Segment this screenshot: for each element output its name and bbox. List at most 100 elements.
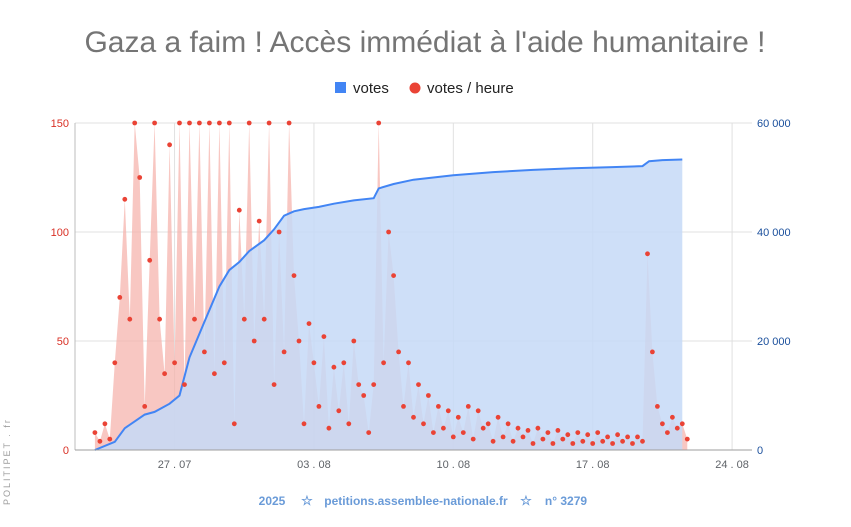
votes-per-hour-point (366, 430, 372, 435)
votes-per-hour-point (674, 425, 680, 431)
votes-per-hour-point (480, 425, 486, 431)
y-right-tick-label: 60 000 (757, 118, 791, 130)
votes-per-hour-point (465, 404, 471, 409)
y-right-tick-label: 0 (757, 445, 763, 457)
votes-per-hour-point (660, 421, 665, 427)
votes-per-hour-point (550, 441, 556, 446)
votes-per-hour-point (625, 434, 630, 440)
votes-per-hour-point (236, 207, 242, 213)
votes-per-hour-point (525, 428, 531, 433)
votes-per-hour-point (545, 430, 551, 435)
legend[interactable]: votes votes / heure (335, 80, 514, 97)
votes-per-hour-point (610, 441, 615, 446)
votes-line (94, 158, 683, 451)
votes-per-hour-point (495, 414, 501, 420)
votes-per-hour-point (221, 360, 227, 366)
tick-labels: 0 50 100 150 0 20 000 40 000 60 000 27 . 07 03 . … (51, 118, 791, 471)
votes-per-hour-point (341, 360, 347, 366)
votes-per-hour-point (436, 404, 441, 409)
votes-per-hour-point (351, 338, 357, 344)
votes-per-hour-point (286, 120, 292, 126)
votes-per-hour-point (401, 404, 406, 409)
votes-per-hour-point (311, 360, 317, 366)
votes-per-hour-point (600, 438, 606, 444)
votes-per-hour-point (271, 382, 277, 387)
legend-votes-label: votes (353, 80, 389, 97)
chart-title: Gaza a faim ! Accès immédiat à l'aide hu… (84, 26, 765, 59)
votes-per-hour-point (331, 364, 337, 370)
votes-per-hour-point (356, 382, 362, 387)
votes-per-hour-point (450, 434, 456, 440)
x-tick-label: 10 . 08 (437, 459, 471, 471)
votes-per-hour-point (336, 408, 342, 414)
votes-per-hour-point (226, 120, 232, 126)
votes-per-hour-point (406, 360, 411, 366)
votes-per-hour-point (490, 438, 496, 444)
x-tick-label: 27 . 07 (158, 459, 192, 471)
votes-per-hour-point (416, 382, 421, 387)
votes-per-hour-point (485, 421, 491, 427)
votes-per-hour-point (241, 316, 247, 322)
votes-per-hour-point (326, 425, 332, 431)
votes-per-hour-point (256, 218, 262, 224)
votes-per-hour-point (580, 438, 586, 444)
votes-per-hour-point (505, 421, 511, 427)
votes-per-hour-point (376, 120, 382, 126)
votes-per-hour-point (684, 436, 690, 442)
votes-area (94, 158, 683, 451)
legend-votes-per-hour-label: votes / heure (427, 80, 514, 97)
votes-per-hour-point (595, 430, 601, 435)
votes-per-hour-point (650, 349, 655, 355)
votes-per-hour-point (615, 432, 620, 438)
votes-per-hour-point (192, 316, 197, 322)
votes-per-hour-point (137, 175, 143, 180)
votes-per-hour-point (555, 428, 561, 433)
votes-per-hour-point (570, 441, 576, 446)
votes-per-hour-point (455, 414, 461, 420)
footer-star-1: ☆ (301, 493, 313, 508)
votes-per-hour-point (630, 441, 635, 446)
votes-per-hour-point (112, 360, 118, 366)
votes-per-hour-point (381, 360, 386, 366)
footer-site: petitions.assemblee-nationale.fr (324, 494, 508, 508)
x-tick-label: 03 . 08 (297, 459, 331, 471)
votes-per-hour-point (291, 273, 297, 278)
votes-per-hour-point (396, 349, 401, 355)
y-left-tick-label: 50 (57, 336, 69, 348)
votes-per-hour-point (670, 414, 675, 420)
votes-per-hour-point (142, 404, 148, 409)
votes-per-hour-point (187, 120, 192, 126)
votes-per-hour-point (231, 421, 237, 427)
votes-per-hour-point (475, 408, 481, 414)
votes-per-hour-point (127, 316, 133, 322)
votes-per-hour-point (212, 371, 217, 377)
votes-per-hour-point (346, 421, 352, 427)
votes-per-hour-point (535, 425, 541, 431)
votes-per-hour-point (470, 436, 476, 442)
votes-per-hour-point (132, 120, 138, 126)
x-tick-label: 17 . 08 (576, 459, 610, 471)
votes-per-hour-point (182, 382, 187, 387)
votes-per-hour-point (391, 273, 396, 278)
axes (74, 123, 752, 451)
votes-per-hour-point (640, 438, 645, 444)
votes-per-hour-point (620, 438, 625, 444)
votes-per-hour-point (251, 338, 257, 344)
votes-per-hour-point (441, 425, 446, 431)
votes-per-hour-point (306, 321, 312, 326)
votes-per-hour-point (316, 404, 322, 409)
votes-per-hour-point (520, 434, 526, 440)
votes-per-hour-point (510, 438, 516, 444)
votes-per-hour-point (500, 434, 506, 440)
votes-per-hour-point (590, 441, 596, 446)
votes-per-hour-point (152, 120, 158, 126)
votes-per-hour-point (172, 360, 178, 366)
votes-per-hour-point (162, 371, 168, 377)
votes-per-hour-point (296, 338, 302, 344)
legend-votes-marker (335, 82, 346, 93)
votes-per-hour-point (321, 334, 327, 339)
votes-per-hour-point (445, 408, 451, 414)
votes-per-hour-point (177, 120, 182, 126)
votes-per-hour-point (665, 430, 670, 435)
y-left-tick-label: 150 (51, 118, 69, 130)
